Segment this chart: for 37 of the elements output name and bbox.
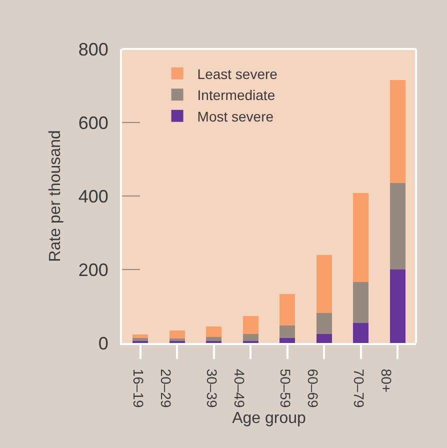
x-axis-title: Age group	[232, 410, 306, 427]
bar	[280, 338, 296, 343]
x-tick-label: 60–69	[305, 368, 322, 408]
bar	[353, 282, 369, 323]
legend-label: Intermediate	[197, 87, 276, 104]
x-tick-label: 40–49	[232, 368, 248, 408]
bar	[353, 322, 369, 343]
bar	[353, 193, 369, 282]
bar	[390, 182, 406, 270]
bar	[390, 270, 406, 343]
bar	[242, 334, 258, 341]
bar	[280, 326, 296, 338]
x-tick-label: 20–29	[158, 368, 174, 408]
bar	[316, 254, 332, 313]
bar	[169, 330, 185, 339]
bar	[316, 334, 332, 343]
bar	[242, 316, 258, 334]
bar	[132, 334, 148, 338]
bar	[132, 338, 148, 341]
x-tick-label: 50–59	[277, 368, 294, 408]
y-tick-label: 200	[78, 260, 108, 280]
y-tick-label: 600	[78, 112, 108, 133]
x-tick-label: 70–79	[350, 368, 367, 408]
legend-label: Most severe	[197, 108, 274, 124]
y-tick-label: 800	[78, 39, 108, 60]
bar	[316, 312, 332, 334]
bar	[206, 326, 222, 338]
y-axis-title: Rate per thousand	[46, 130, 64, 262]
x-tick-label: 80+	[378, 368, 395, 393]
bar	[206, 337, 222, 341]
legend-label: Least severe	[197, 66, 278, 82]
y-tick-label: 0	[98, 333, 108, 354]
y-tick-label: 400	[78, 186, 108, 206]
x-tick-label: 30–39	[204, 368, 220, 408]
bar	[390, 80, 406, 183]
x-tick-label: 16–19	[130, 368, 146, 408]
bar	[280, 294, 296, 326]
